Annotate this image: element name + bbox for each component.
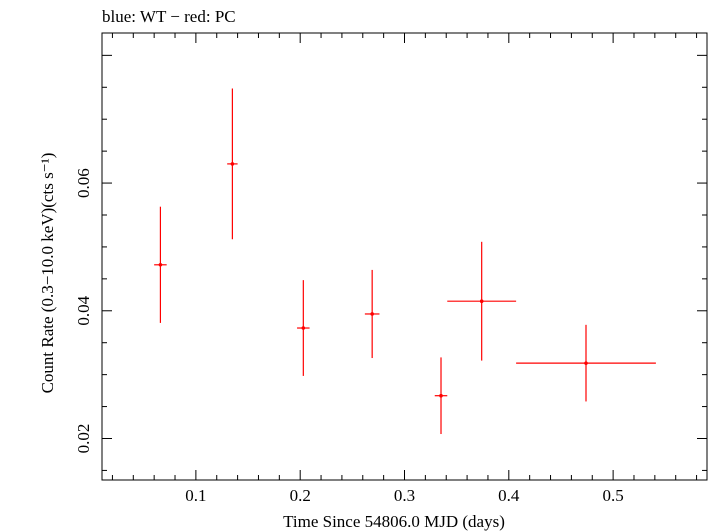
x-tick-label: 0.5	[602, 486, 623, 505]
y-axis-label: Count Rate (0.3−10.0 keV)(cts s⁻¹)	[38, 153, 57, 394]
point-marker	[158, 263, 163, 267]
x-tick-label: 0.3	[394, 486, 415, 505]
x-tick-label: 0.1	[185, 486, 206, 505]
data-point	[227, 88, 238, 240]
y-tick-label: 0.06	[74, 168, 93, 198]
data-point	[516, 324, 656, 402]
x-tick-label: 0.2	[290, 486, 311, 505]
data-point	[434, 357, 448, 435]
chart-title: blue: WT − red: PC	[102, 7, 236, 26]
axis-ticks	[102, 33, 707, 480]
plot-frame	[101, 32, 708, 481]
point-marker	[370, 312, 374, 316]
x-tick-label: 0.4	[498, 486, 520, 505]
x-tick-labels: 0.1 0.2 0.3 0.4 0.5	[185, 486, 623, 505]
y-tick-label: 0.02	[74, 424, 93, 454]
point-marker	[584, 361, 588, 365]
y-tick-label: 0.04	[74, 295, 93, 325]
data-point	[447, 241, 517, 361]
data-point	[297, 280, 310, 376]
point-marker	[230, 162, 235, 166]
data-point	[364, 269, 380, 359]
point-marker	[479, 299, 484, 304]
y-tick-labels: 0.02 0.04 0.06	[74, 168, 93, 453]
x-axis-label: Time Since 54806.0 MJD (days)	[283, 512, 505, 531]
data-series	[154, 88, 656, 435]
point-marker	[439, 393, 443, 398]
point-marker	[301, 326, 306, 330]
data-point	[154, 206, 167, 323]
